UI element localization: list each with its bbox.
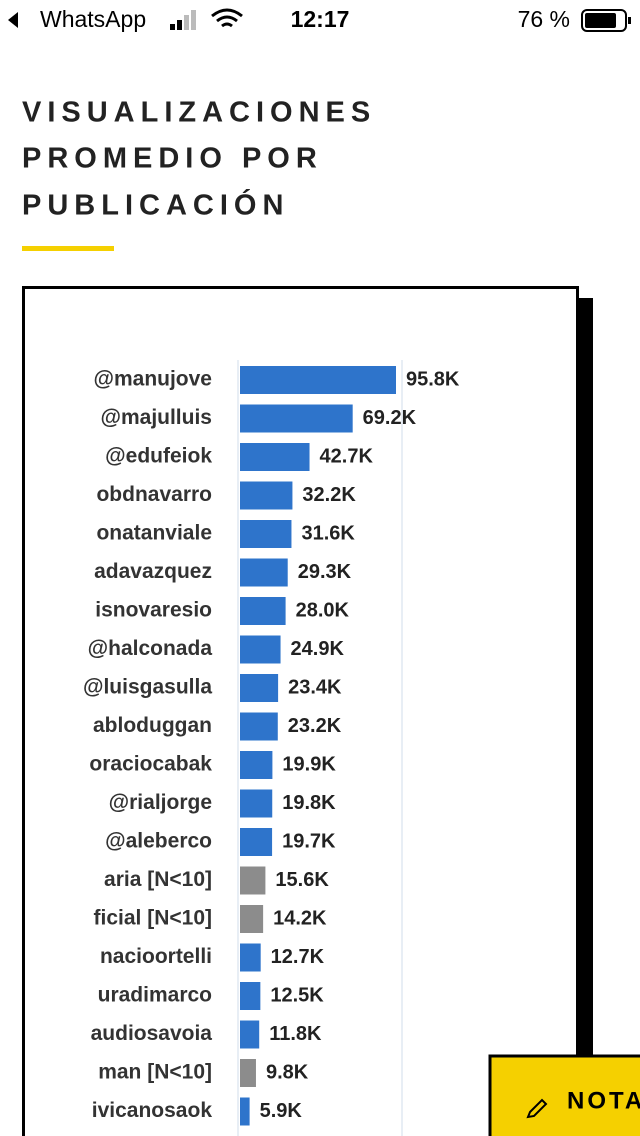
category-label: obdnavarro xyxy=(96,483,212,506)
value-label: 14.2K xyxy=(273,907,327,929)
category-label: ficial [N<10] xyxy=(94,907,212,930)
value-label: 19.7K xyxy=(282,830,336,852)
bar xyxy=(240,443,310,471)
value-label: 24.9K xyxy=(291,638,345,660)
back-arrow[interactable] xyxy=(8,12,18,28)
bar xyxy=(240,1097,250,1126)
title-underline xyxy=(22,246,114,251)
category-label: @edufeiok xyxy=(105,445,212,468)
bar-chart: @manujove 95.8K @majulluis 69.2K @edufeiok 42… xyxy=(83,366,460,1126)
category-label: aria [N<10] xyxy=(104,868,212,891)
bar xyxy=(240,597,286,625)
battery-level: 76 % xyxy=(518,6,570,32)
category-label: @halconada xyxy=(88,637,213,660)
back-app[interactable]: WhatsApp xyxy=(40,6,146,32)
value-label: 28.0K xyxy=(296,599,350,621)
nota-button[interactable] xyxy=(488,1054,640,1136)
value-label: 9.8K xyxy=(266,1061,309,1083)
nota-label[interactable]: NOTA xyxy=(567,1087,640,1114)
signal-icon xyxy=(170,10,196,30)
card-shadow xyxy=(578,298,593,1136)
category-label: audiosavoia xyxy=(91,1022,213,1045)
value-label: 95.8K xyxy=(406,368,460,390)
bar xyxy=(240,905,264,933)
bar xyxy=(240,866,266,895)
title-line: PROMEDIO POR xyxy=(22,143,323,175)
category-label: man [N<10] xyxy=(98,1061,212,1084)
bar xyxy=(240,674,279,702)
category-label: isnovaresio xyxy=(95,599,212,622)
bar xyxy=(240,1059,256,1087)
value-label: 42.7K xyxy=(320,445,374,467)
category-label: adavazquez xyxy=(94,560,212,583)
category-label: uradimarco xyxy=(98,984,212,1007)
battery-icon xyxy=(581,9,631,32)
value-label: 32.2K xyxy=(302,484,356,506)
value-label: 19.8K xyxy=(282,792,336,814)
value-label: 15.6K xyxy=(275,869,329,891)
bar xyxy=(240,828,273,856)
value-label: 12.7K xyxy=(271,946,325,968)
bar xyxy=(240,712,278,741)
bar xyxy=(240,404,353,433)
pencil-icon xyxy=(526,1098,548,1119)
category-label: abloduggan xyxy=(93,714,212,737)
value-label: 69.2K xyxy=(363,407,417,429)
value-label: 31.6K xyxy=(301,522,355,544)
bar xyxy=(240,789,273,818)
value-label: 12.5K xyxy=(270,984,324,1006)
title-line: PUBLICACIÓN xyxy=(22,188,289,222)
category-label: onatanviale xyxy=(96,522,212,545)
category-label: @aleberco xyxy=(105,830,212,853)
category-label: @rialjorge xyxy=(109,791,212,814)
bar xyxy=(240,635,281,664)
bar xyxy=(240,558,288,587)
bar xyxy=(240,520,292,548)
title-line: VISUALIZACIONES xyxy=(22,97,376,129)
bar xyxy=(240,366,396,394)
bar xyxy=(240,1020,260,1049)
bar xyxy=(240,982,261,1010)
category-label: @majulluis xyxy=(100,406,212,429)
value-label: 19.9K xyxy=(282,753,336,775)
bar xyxy=(240,943,261,972)
wifi-icon xyxy=(211,8,243,28)
category-label: @luisgasulla xyxy=(83,676,212,699)
category-label: oraciocabak xyxy=(89,753,212,776)
value-label: 23.2K xyxy=(288,715,342,737)
bar xyxy=(240,751,273,779)
value-label: 11.8K xyxy=(269,1023,322,1045)
category-label: @manujove xyxy=(93,368,212,391)
value-label: 23.4K xyxy=(288,676,342,698)
clock: 12:17 xyxy=(291,6,350,32)
value-label: 29.3K xyxy=(298,561,352,583)
bar xyxy=(240,481,293,510)
value-label: 5.9K xyxy=(260,1100,303,1122)
category-label: nacioortelli xyxy=(100,945,212,968)
category-label: ivicanosaok xyxy=(92,1099,213,1122)
